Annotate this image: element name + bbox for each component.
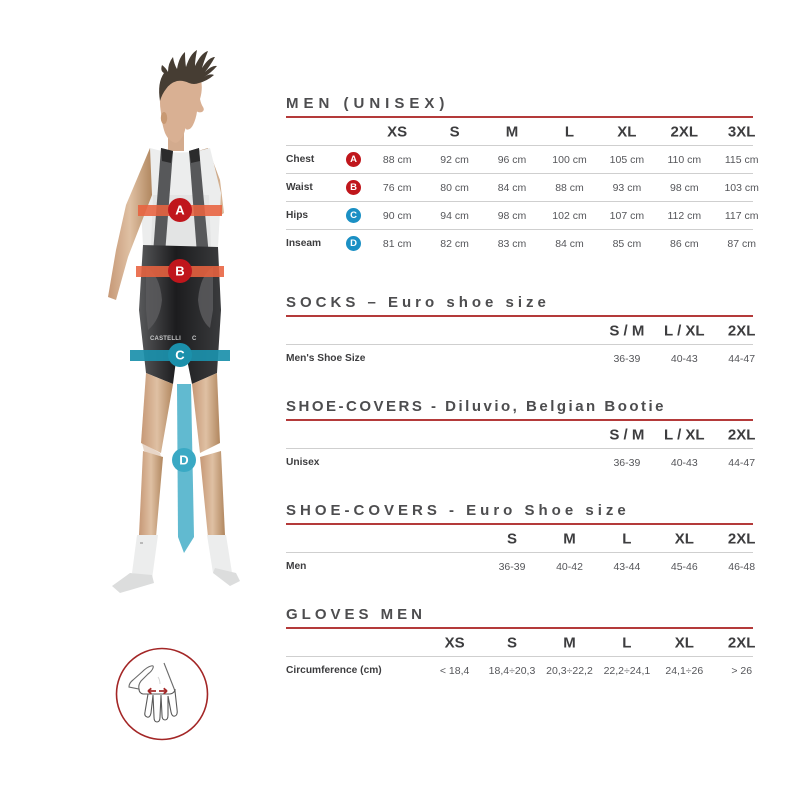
svg-text:CASTELLI: CASTELLI (150, 336, 181, 342)
svg-text:B: B (175, 264, 184, 279)
svg-text:C: C (175, 348, 185, 363)
svg-text:A: A (175, 203, 185, 218)
svg-text:D: D (179, 453, 188, 468)
svg-text:C: C (192, 336, 197, 342)
